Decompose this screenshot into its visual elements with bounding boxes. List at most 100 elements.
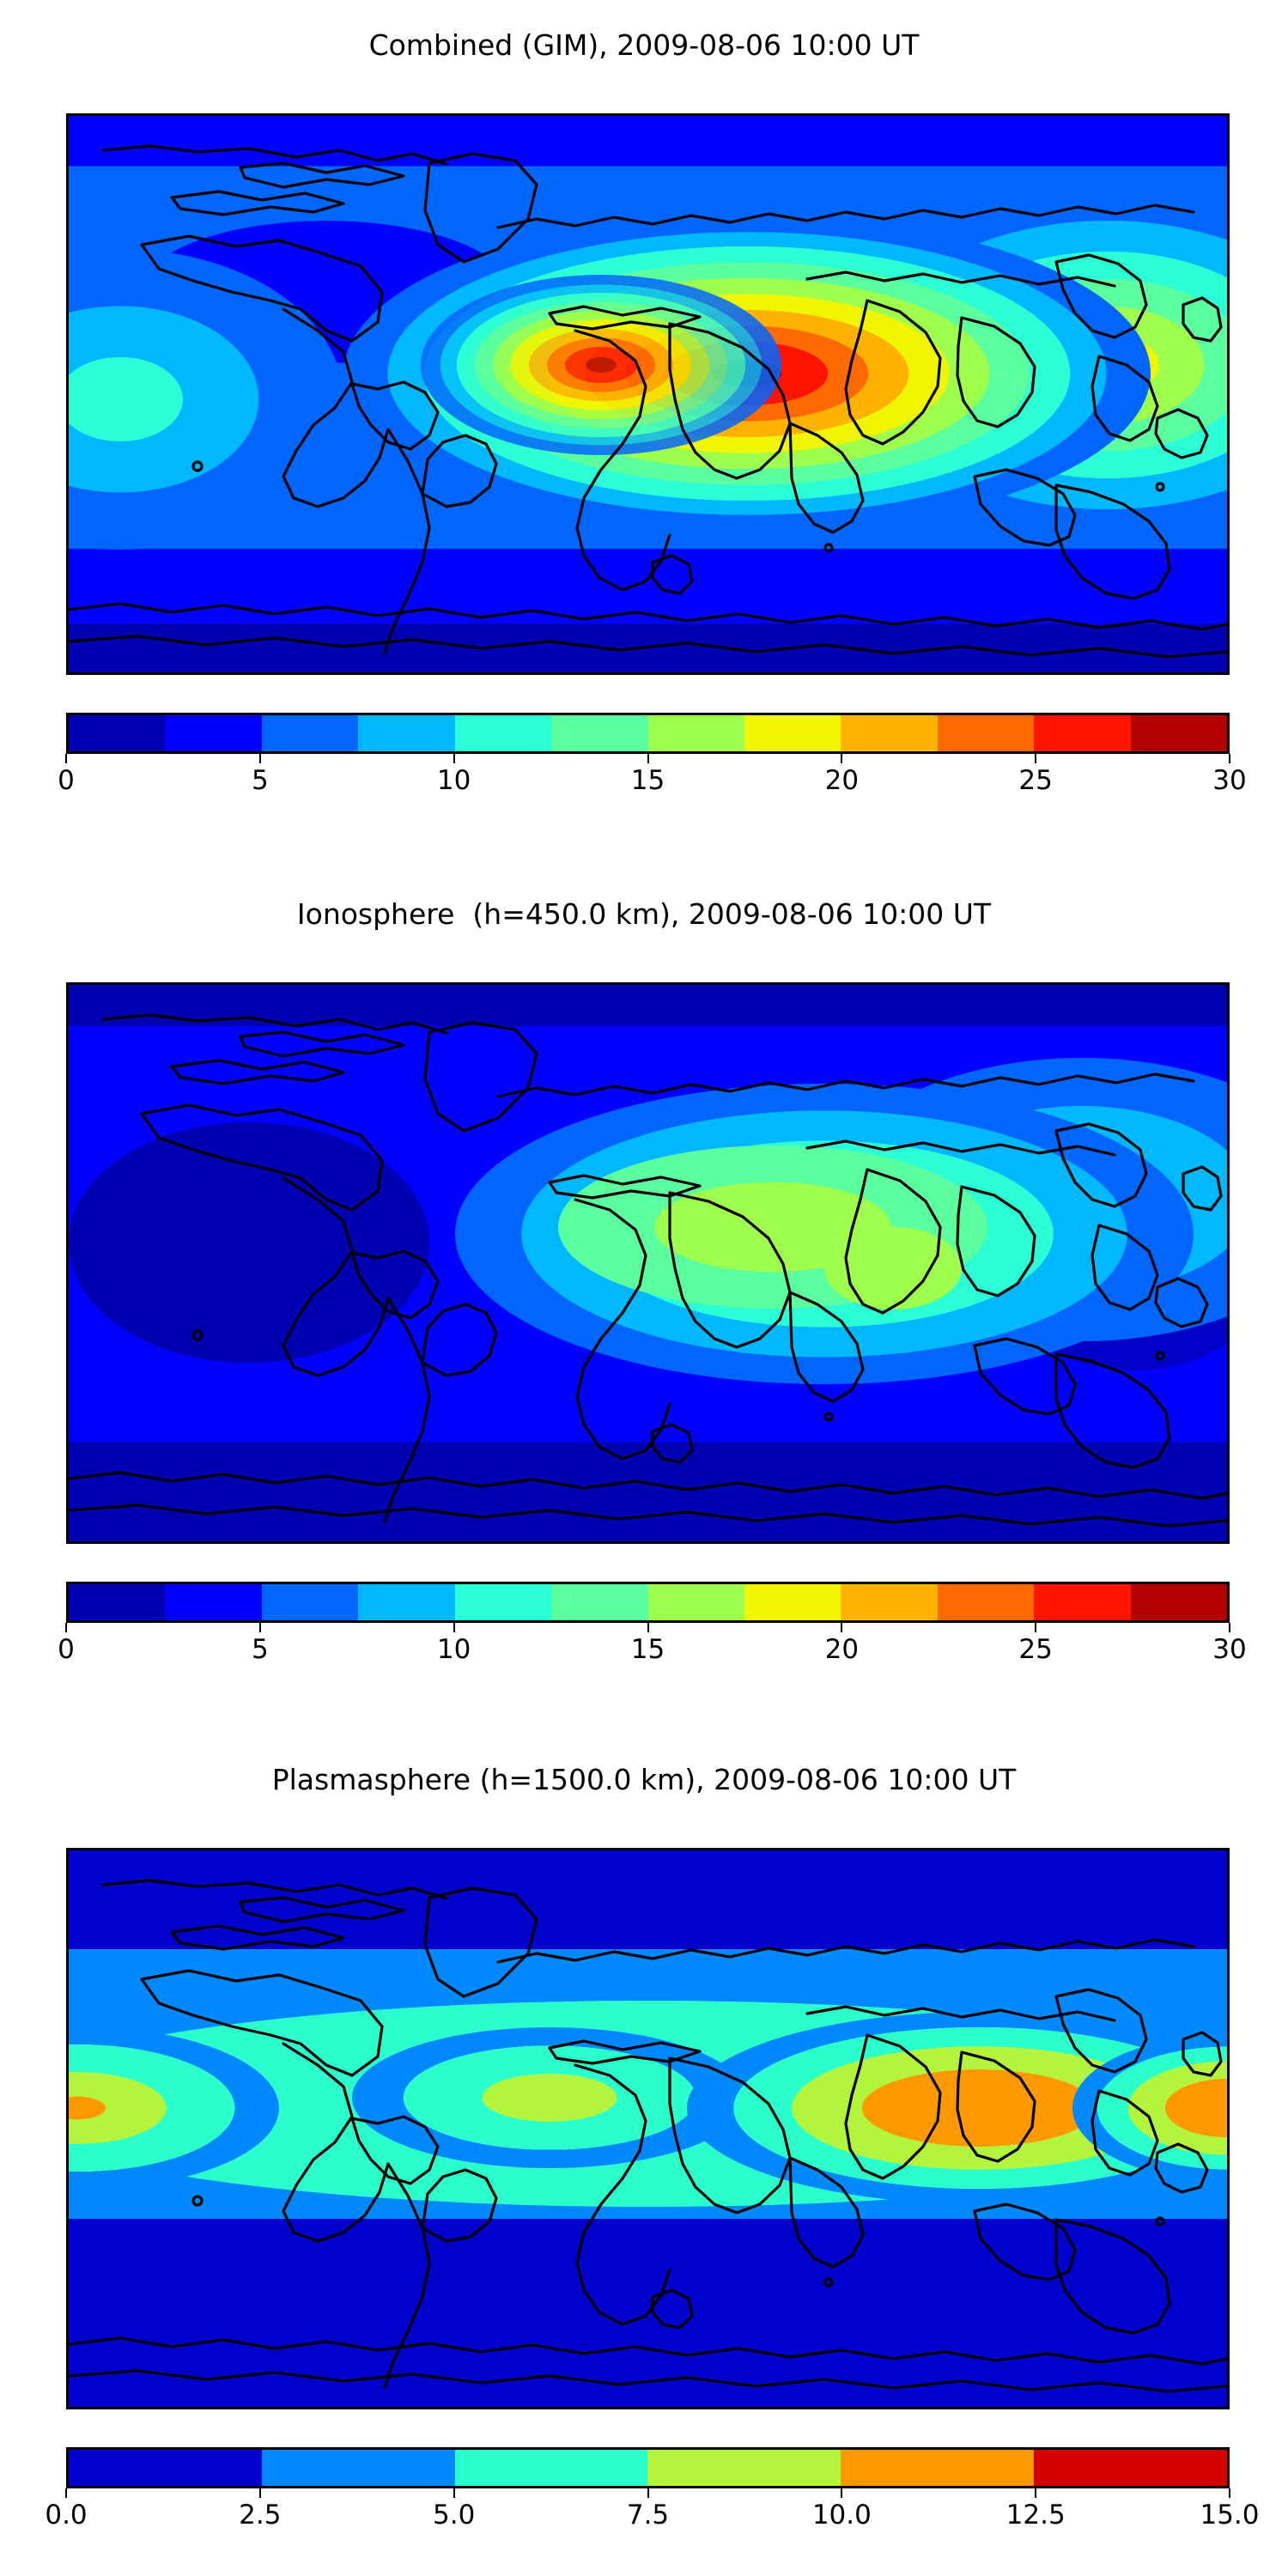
- panel-combined-gim: Combined (GIM), 2009-08-06 10:00 UT: [0, 0, 1288, 859]
- colorbar-tick-label: 10: [436, 765, 471, 796]
- colorbar-segment: [744, 1584, 841, 1620]
- colorbar-tick-label: 10.0: [811, 2500, 872, 2530]
- colorbar-tick-label: 7.5: [626, 2500, 670, 2530]
- colorbar-tick: [1035, 1623, 1037, 1632]
- colorbar-tick-label: 15: [630, 765, 665, 796]
- coastlines-layer: [69, 1013, 1227, 1528]
- colorbar-tick: [453, 1623, 455, 1632]
- colorbar-ionosphere: 0 5 10 15 20 25 30: [58, 1582, 1247, 1668]
- colorbar-tick-label: 30: [1212, 1634, 1247, 1665]
- colorbar-labels-combined-gim: 0 5 10 15 20 25 30: [58, 764, 1247, 799]
- map-axes-combined-gim: [66, 113, 1230, 675]
- colorbar-strip-ionosphere: [66, 1582, 1230, 1623]
- colorbar-segment: [358, 1584, 455, 1620]
- colorbar-segment: [1034, 1584, 1131, 1620]
- colorbar-tick-label: 10: [436, 1634, 471, 1665]
- colorbar-tick-label: 25: [1018, 765, 1053, 796]
- map-axes-plasmasphere: [66, 1848, 1230, 2409]
- colorbar-tick: [1229, 1623, 1230, 1632]
- colorbar-tick-label: 30: [1212, 765, 1247, 796]
- colorbar-segment: [454, 2450, 648, 2486]
- colorbar-segment: [454, 1584, 552, 1620]
- panel-title-ionosphere: Ionosphere (h=450.0 km), 2009-08-06 10:0…: [296, 897, 992, 931]
- colorbar-tick: [1035, 2488, 1037, 2498]
- colorbar-tick: [647, 754, 649, 763]
- panel-title-combined-gim: Combined (GIM), 2009-08-06 10:00 UT: [368, 28, 920, 62]
- colorbar-segment: [841, 2450, 1035, 2486]
- colorbar-tick-label: 0: [58, 765, 75, 796]
- colorbar-tick: [453, 754, 455, 763]
- colorbar-tick-label: 20: [824, 765, 860, 796]
- map-canvas-combined-gim: [69, 116, 1227, 672]
- colorbar-tick: [65, 754, 67, 763]
- colorbar-labels-plasmasphere: 0.0 2.5 5.0 7.5 10.0 12.5 15.0: [45, 2499, 1259, 2533]
- colorbar-segment: [551, 1584, 648, 1620]
- colorbar-tick-label: 0: [58, 1634, 75, 1665]
- colorbar-tick: [647, 1623, 649, 1632]
- colorbar-tick-label: 0.0: [45, 2500, 88, 2530]
- colorbar-ticks-plasmasphere: [65, 2488, 1230, 2499]
- colorbar-tick: [841, 754, 843, 763]
- coastlines-layer: [69, 1879, 1227, 2393]
- colorbar-tick-label: 5.0: [433, 2500, 476, 2530]
- colorbar-tick-label: 25: [1018, 1634, 1053, 1665]
- panel-ionosphere: Ionosphere (h=450.0 km), 2009-08-06 10:0…: [0, 869, 1288, 1728]
- colorbar-tick-label: 5: [251, 765, 269, 796]
- colorbar-tick: [65, 1623, 67, 1632]
- colorbar-segment: [358, 715, 455, 751]
- colorbar-segment: [937, 715, 1035, 751]
- colorbar-tick: [647, 2488, 649, 2498]
- colorbar-tick-label: 5: [251, 1634, 269, 1665]
- colorbar-tick: [1229, 2488, 1230, 2498]
- colorbar-segment: [744, 715, 841, 751]
- colorbar-segment: [165, 1584, 262, 1620]
- colorbar-tick: [1035, 754, 1037, 763]
- colorbar-tick: [453, 2488, 455, 2498]
- colorbar-tick: [258, 1623, 261, 1632]
- colorbar-segment: [1034, 2450, 1227, 2486]
- colorbar-segment: [647, 1584, 744, 1620]
- colorbar-segment: [841, 715, 938, 751]
- colorbar-tick: [841, 1623, 843, 1632]
- colorbar-ticks-combined-gim: [65, 754, 1230, 764]
- map-canvas-plasmasphere: [69, 1850, 1227, 2407]
- colorbar-strip-plasmasphere: [66, 2447, 1230, 2488]
- colorbar-segment: [647, 2450, 841, 2486]
- colorbar-segment: [261, 2450, 455, 2486]
- colorbar-tick-label: 20: [824, 1634, 860, 1665]
- colorbar-segment: [1130, 1584, 1228, 1620]
- colorbar-tick-label: 15: [630, 1634, 665, 1665]
- colorbar-segment: [937, 1584, 1035, 1620]
- panel-plasmasphere: Plasmasphere (h=1500.0 km), 2009-08-06 1…: [0, 1738, 1288, 2576]
- colorbar-segment: [165, 715, 262, 751]
- colorbar-segment: [69, 2450, 262, 2486]
- colorbar-tick: [1229, 754, 1230, 763]
- colorbar-segment: [647, 715, 744, 751]
- colorbar-ticks-ionosphere: [65, 1623, 1230, 1633]
- colorbar-segment: [454, 715, 552, 751]
- colorbar-tick-label: 15.0: [1200, 2500, 1260, 2530]
- colorbar-tick: [258, 2488, 261, 2498]
- colorbar-segment: [841, 1584, 938, 1620]
- map-canvas-ionosphere: [69, 985, 1227, 1541]
- colorbar-tick-label: 2.5: [239, 2500, 282, 2530]
- colorbar-strip-combined-gim: [66, 713, 1230, 754]
- colorbar-segment: [69, 1584, 166, 1620]
- colorbar-tick: [841, 2488, 843, 2498]
- colorbar-segment: [1130, 715, 1228, 751]
- colorbar-segment: [261, 1584, 359, 1620]
- coastlines-layer: [69, 144, 1227, 659]
- panel-title-plasmasphere: Plasmasphere (h=1500.0 km), 2009-08-06 1…: [271, 1763, 1017, 1796]
- colorbar-segment: [1034, 715, 1131, 751]
- colorbar-plasmasphere: 0.0 2.5 5.0 7.5 10.0 12.5 15.0: [45, 2447, 1260, 2533]
- map-axes-ionosphere: [66, 982, 1230, 1544]
- colorbar-combined-gim: 0 5 10 15 20 25 30: [58, 713, 1247, 799]
- colorbar-labels-ionosphere: 0 5 10 15 20 25 30: [58, 1633, 1247, 1668]
- colorbar-segment: [261, 715, 359, 751]
- colorbar-segment: [551, 715, 648, 751]
- colorbar-tick-label: 12.5: [1005, 2500, 1066, 2530]
- colorbar-segment: [69, 715, 166, 751]
- colorbar-tick: [258, 754, 261, 763]
- colorbar-tick: [65, 2488, 67, 2498]
